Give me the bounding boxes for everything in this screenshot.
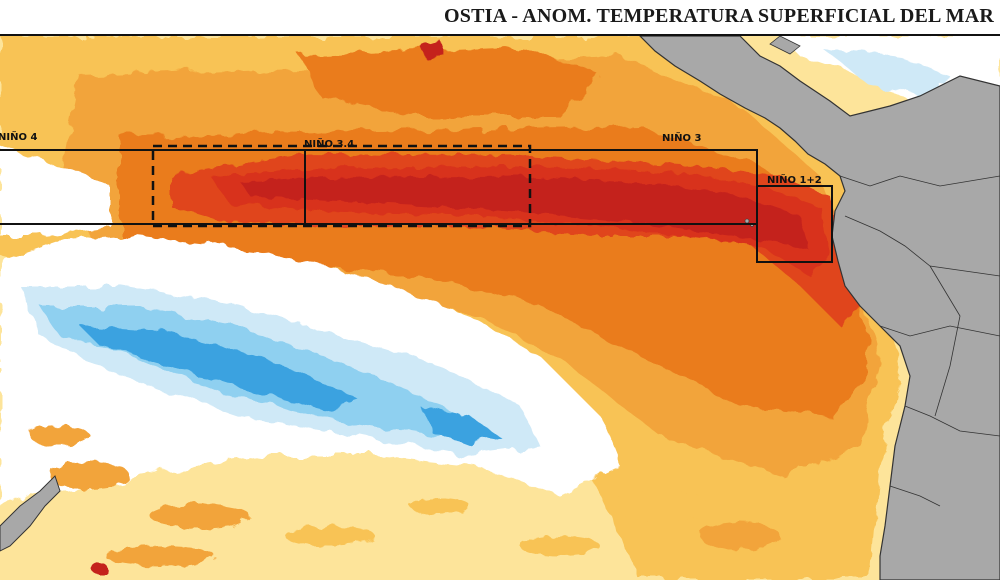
island bbox=[769, 36, 801, 55]
nino4-label: NIÑO 4 bbox=[0, 130, 37, 143]
nino3-label: NIÑO 3 bbox=[662, 131, 701, 144]
map-title-bar: OSTIA - ANOM. TEMPERATURA SUPERFICIAL DE… bbox=[0, 0, 1000, 36]
nino34-label: NIÑO 3.4 bbox=[304, 137, 354, 150]
equatorial-warm-tongue bbox=[170, 40, 860, 326]
nino12-box[interactable] bbox=[756, 185, 833, 263]
land-masses bbox=[0, 36, 1000, 580]
nino-region-boxes bbox=[0, 144, 833, 263]
border-line bbox=[929, 265, 961, 417]
border-line bbox=[889, 485, 941, 507]
border-line bbox=[839, 175, 1000, 187]
sst-anomaly-svg: NIÑO 4 NIÑO 3.4 NIÑO 3 NIÑO 1+2 bbox=[0, 36, 1000, 580]
border-line bbox=[904, 405, 1000, 437]
sst-anomaly-map[interactable]: NIÑO 4 NIÑO 3.4 NIÑO 3 NIÑO 1+2 bbox=[0, 36, 1000, 580]
nino34-box[interactable] bbox=[151, 144, 532, 228]
map-title: OSTIA - ANOM. TEMPERATURA SUPERFICIAL DE… bbox=[444, 5, 994, 27]
galapagos-island bbox=[744, 218, 750, 224]
new-zealand-land bbox=[0, 475, 61, 552]
border-line bbox=[879, 325, 1000, 337]
southern-warm-patches bbox=[30, 426, 780, 575]
nino12-label: NIÑO 1+2 bbox=[767, 173, 822, 186]
south-america-land bbox=[639, 36, 1000, 580]
border-line bbox=[844, 215, 1000, 277]
